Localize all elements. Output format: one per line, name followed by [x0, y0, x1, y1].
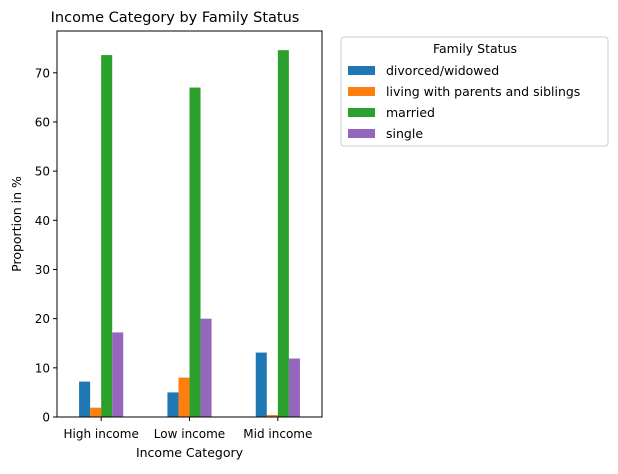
- chart-title: Income Category by Family Status: [51, 10, 300, 26]
- x-axis: High income Low income Mid income: [63, 417, 312, 441]
- y-tick-label: 60: [35, 115, 50, 129]
- bar-high-income-living-with-parents-and-siblings: [90, 407, 102, 417]
- bar-mid-income-single: [288, 358, 300, 417]
- bars-layer: [79, 50, 300, 418]
- bar-mid-income-divorced-widowed: [255, 352, 267, 417]
- y-tick-label: 20: [35, 312, 50, 326]
- legend-title: Family Status: [433, 41, 517, 56]
- bar-high-income-single: [112, 332, 124, 417]
- x-tick-label: High income: [63, 427, 138, 441]
- legend-label: divorced/widowed: [386, 63, 499, 78]
- legend-label: single: [386, 126, 423, 141]
- bar-low-income-living-with-parents-and-siblings: [178, 377, 190, 417]
- x-tick-label: Mid income: [243, 427, 312, 441]
- bar-low-income-married: [189, 87, 201, 418]
- x-axis-label: Income Category: [136, 445, 244, 460]
- y-axis: 0 10 20 30 40 50 60 70: [35, 66, 57, 425]
- y-tick-label: 50: [35, 165, 50, 179]
- legend: Family Status divorced/widowed living wit…: [340, 36, 609, 147]
- legend-label: living with parents and siblings: [386, 84, 580, 99]
- legend-items: divorced/widowed living with parents and …: [348, 63, 580, 141]
- x-tick-label: Low income: [154, 427, 225, 441]
- legend-swatch: [348, 129, 375, 138]
- y-tick-label: 10: [35, 361, 50, 375]
- bar-high-income-married: [101, 55, 113, 418]
- y-tick-label: 70: [35, 66, 50, 80]
- legend-swatch: [348, 66, 375, 75]
- bar-high-income-divorced-widowed: [79, 381, 91, 417]
- y-axis-label: Proportion in %: [9, 176, 24, 272]
- legend-label: married: [386, 105, 435, 120]
- y-tick-label: 30: [35, 263, 50, 277]
- bar-mid-income-living-with-parents-and-siblings: [266, 415, 278, 417]
- y-tick-label: 0: [42, 411, 50, 425]
- legend-frame: [340, 36, 609, 147]
- bar-low-income-single: [200, 318, 212, 417]
- legend-swatch: [348, 87, 375, 96]
- bar-mid-income-married: [277, 50, 289, 418]
- legend-swatch: [348, 108, 375, 117]
- bar-low-income-divorced-widowed: [167, 392, 179, 417]
- y-tick-label: 40: [35, 214, 50, 228]
